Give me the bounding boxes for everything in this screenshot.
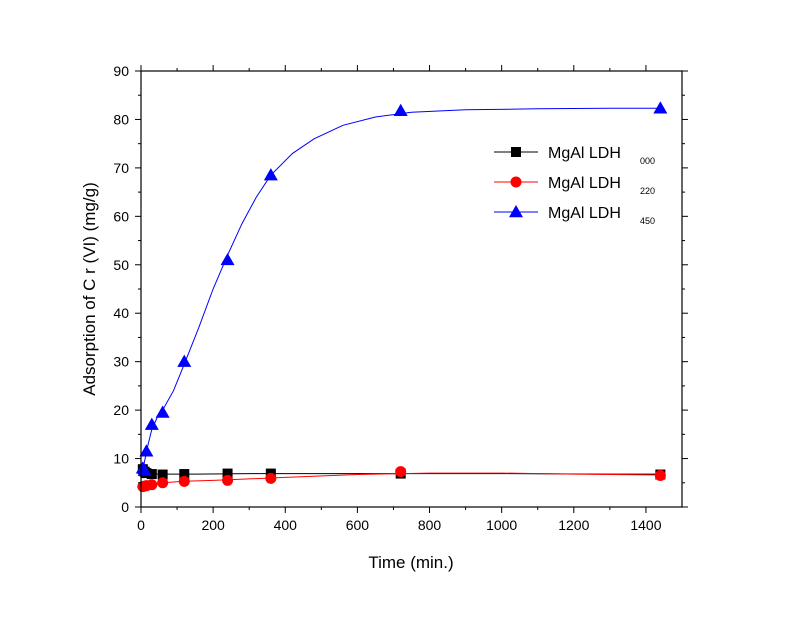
data-point-450: [263, 168, 278, 181]
x-tick-label: 1200: [558, 517, 589, 533]
data-point-220: [178, 475, 190, 487]
y-tick-label: 70: [113, 160, 129, 176]
data-point-220: [265, 472, 277, 484]
legend-marker-000: [511, 147, 521, 157]
data-point-000: [146, 469, 157, 480]
data-point-220: [157, 477, 169, 489]
plot-frame: [140, 70, 683, 508]
data-point-450: [139, 444, 154, 457]
x-axis-title: Time (min.): [368, 553, 453, 572]
x-tick-label: 0: [137, 517, 145, 533]
x-tick-label: 400: [274, 517, 298, 533]
y-tick-label: 10: [113, 451, 129, 467]
x-tick-label: 800: [418, 517, 442, 533]
y-tick-label: 40: [113, 305, 129, 321]
legend-subscript-000: 000: [640, 156, 655, 166]
x-tick-label: 1000: [486, 517, 517, 533]
y-tick-label: 60: [113, 208, 129, 224]
data-point-220: [395, 466, 407, 478]
legend-label-220: MgAl LDH: [548, 175, 621, 192]
y-axis-title: Adsorption of C r (VI) (mg/g): [80, 182, 99, 396]
data-point-220: [654, 470, 666, 482]
data-point-450: [144, 417, 159, 430]
legend-marker-450: [509, 205, 523, 218]
fit-line-450: [140, 107, 661, 476]
data-point-000: [179, 469, 190, 480]
legend-marker-220: [510, 176, 522, 188]
y-tick-label: 80: [113, 111, 129, 127]
y-tick-label: 90: [113, 63, 129, 79]
y-tick-label: 0: [121, 499, 129, 515]
y-tick-label: 50: [113, 257, 129, 273]
x-tick-label: 600: [346, 517, 370, 533]
data-point-450: [177, 354, 192, 367]
data-point-450: [155, 405, 170, 418]
data-point-450: [393, 103, 408, 116]
data-point-450: [653, 101, 668, 114]
legend: MgAl LDH 000 MgAl LDH 220 MgAl LDH 450: [494, 145, 655, 226]
data-point-450: [220, 252, 235, 266]
data-point-000: [222, 468, 233, 479]
y-tick-label: 20: [113, 402, 129, 418]
axes: 0 200 400 600 800 1000 1200 1400 0 10 20 30 40 50 60 70…: [113, 63, 688, 533]
legend-label-000: MgAl LDH: [548, 145, 621, 162]
legend-label-450: MgAl LDH: [548, 205, 621, 222]
legend-subscript-450: 450: [640, 216, 655, 226]
x-tick-label: 200: [201, 517, 225, 533]
data-point-000: [157, 469, 168, 480]
legend-subscript-220: 220: [640, 186, 655, 196]
x-tick-label: 1400: [630, 517, 661, 533]
data-point-220: [222, 474, 234, 486]
y-tick-label: 30: [113, 354, 129, 370]
data-point-220: [146, 479, 158, 491]
